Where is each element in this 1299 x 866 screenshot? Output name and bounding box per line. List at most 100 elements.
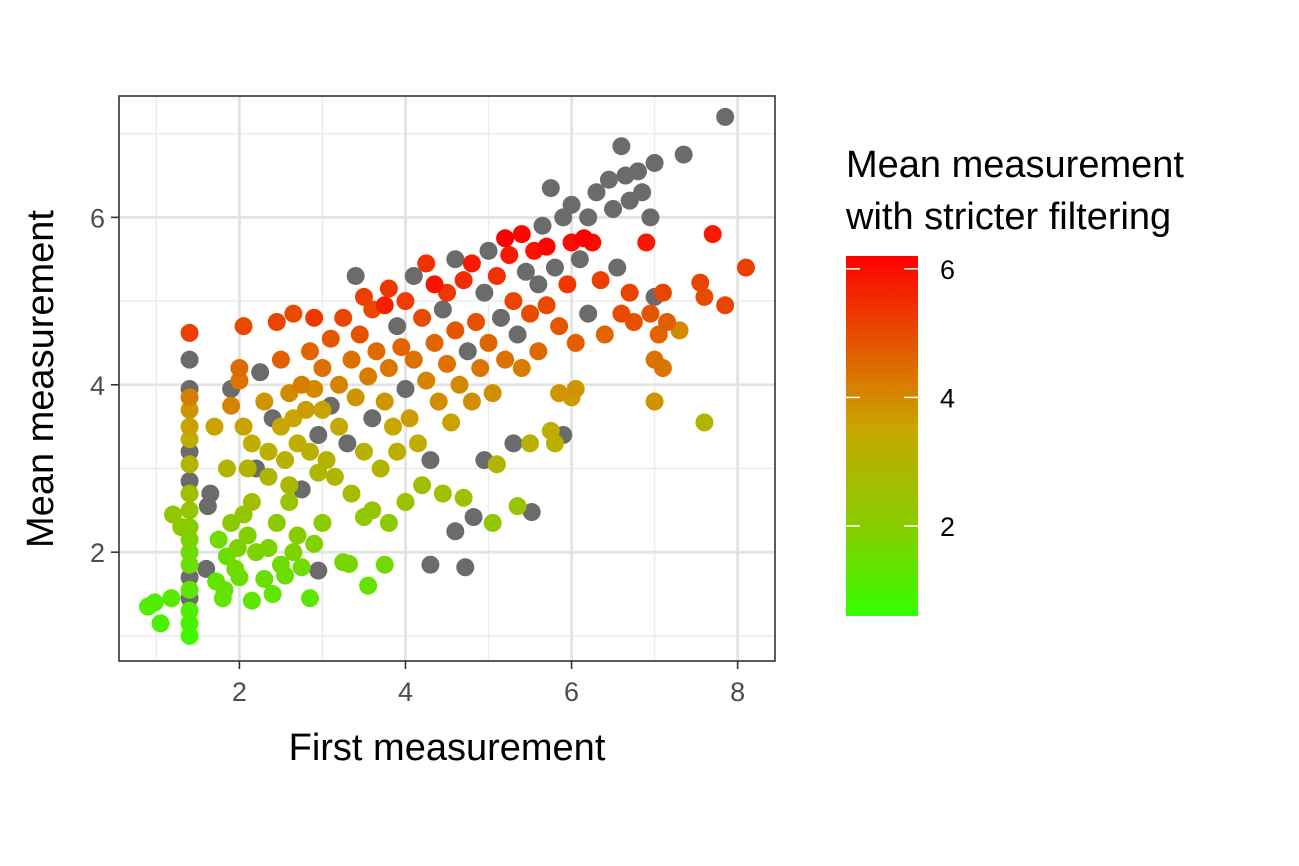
- scatter-point: [736, 258, 755, 277]
- scatter-point: [388, 442, 407, 461]
- scatter-point: [521, 304, 540, 323]
- scatter-point: [413, 476, 432, 495]
- scatter-point: [433, 300, 452, 319]
- colorbar-label: 6: [940, 255, 955, 285]
- scatter-point: [346, 388, 365, 407]
- scatter-point: [230, 371, 249, 390]
- scatter-point: [479, 241, 498, 260]
- scatter-point: [703, 225, 722, 244]
- scatter-point: [163, 505, 182, 524]
- scatter-point: [604, 200, 623, 218]
- scatter-point: [375, 392, 394, 411]
- scatter-point: [464, 508, 483, 527]
- scatter-point: [180, 580, 199, 599]
- scatter-point: [396, 492, 415, 511]
- scatter-point: [234, 417, 253, 436]
- scatter-point: [537, 237, 556, 256]
- scatter-point: [487, 266, 506, 285]
- scatter-point: [446, 250, 465, 269]
- scatter-point: [363, 501, 382, 520]
- legend: Mean measurement with stricter filtering…: [845, 144, 1184, 616]
- scatter-point: [180, 555, 199, 574]
- x-tick-label: 2: [232, 677, 247, 707]
- scatter-point: [429, 392, 448, 411]
- scatter-point: [354, 442, 373, 461]
- scatter-point: [325, 467, 344, 486]
- scatter-point: [338, 434, 357, 453]
- scatter-point: [350, 325, 369, 344]
- scatter-point: [550, 317, 569, 336]
- scatter-point: [641, 208, 660, 227]
- scatter-point: [417, 254, 436, 273]
- scatter-point: [330, 375, 349, 394]
- scatter-point: [215, 580, 234, 599]
- scatter-point: [392, 338, 411, 357]
- scatter-point: [508, 497, 527, 516]
- scatter-point: [533, 216, 552, 235]
- scatter-point: [462, 254, 481, 273]
- scatter-point: [653, 283, 672, 302]
- scatter-point: [197, 559, 216, 578]
- scatter-point: [579, 208, 598, 227]
- scatter-point: [288, 526, 307, 545]
- scatter-point: [388, 317, 407, 336]
- scatter-point: [379, 359, 398, 378]
- scatter-point: [417, 371, 436, 390]
- scatter-point: [180, 472, 199, 491]
- scatter-point: [529, 275, 548, 294]
- scatter-point: [255, 569, 274, 588]
- scatter-point: [271, 555, 290, 574]
- scatter-point: [363, 409, 382, 428]
- scatter-point: [620, 283, 639, 302]
- x-tick-label: 8: [730, 677, 745, 707]
- scatter-point: [450, 375, 469, 394]
- scatter-point: [375, 555, 394, 574]
- legend-title-line-2: with stricter filtering: [845, 196, 1171, 238]
- y-axis-ticks: 2 4 6: [90, 203, 119, 568]
- scatter-point: [438, 354, 456, 373]
- colorbar-label: 4: [940, 383, 955, 413]
- scatter-point: [309, 561, 328, 580]
- scatter-point: [226, 559, 245, 578]
- scatter-point: [491, 308, 510, 327]
- scatter-point: [695, 413, 714, 432]
- scatter-point: [151, 614, 170, 633]
- scatter-point: [300, 342, 319, 361]
- scatter-point: [566, 333, 585, 352]
- scatter-point: [259, 442, 278, 461]
- scatter-point: [180, 323, 199, 342]
- scatter-point: [716, 107, 735, 126]
- scatter-point: [512, 359, 531, 378]
- scatter-point: [456, 558, 475, 577]
- scatter-point: [280, 476, 299, 495]
- scatter-point: [471, 359, 490, 378]
- scatter-point: [645, 392, 664, 411]
- scatter-point: [591, 271, 610, 290]
- scatter-point: [180, 417, 199, 436]
- scatter-point: [645, 153, 664, 172]
- scatter-point: [716, 296, 735, 315]
- scatter-point: [396, 292, 415, 311]
- scatter-point: [641, 304, 660, 323]
- scatter-point: [201, 484, 220, 503]
- scatter-point: [612, 304, 631, 323]
- scatter-point: [587, 183, 606, 202]
- scatter-point: [695, 287, 714, 306]
- scatter-point: [209, 530, 228, 549]
- scatter-point: [296, 400, 315, 419]
- scatter-point: [359, 367, 378, 386]
- scatter-point: [238, 526, 257, 545]
- scatter-point: [454, 271, 473, 290]
- scatter-point: [550, 384, 569, 403]
- scatter-point: [400, 409, 419, 428]
- scatter-point: [608, 258, 627, 277]
- scatter-point: [180, 388, 199, 407]
- scatter-point: [599, 170, 618, 189]
- scatter-point: [280, 492, 299, 511]
- scatter-point: [259, 467, 278, 486]
- scatter-point: [433, 484, 452, 503]
- x-axis-title: First measurement: [289, 727, 606, 769]
- scatter-point: [217, 459, 236, 478]
- scatter-point: [313, 400, 332, 419]
